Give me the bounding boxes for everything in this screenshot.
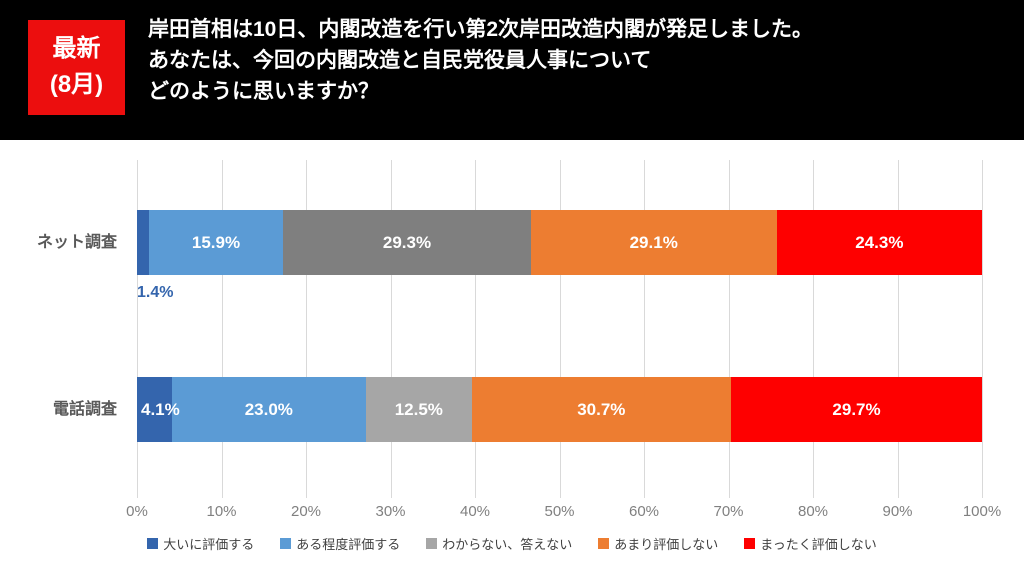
x-axis-tick-label: 20% <box>290 503 322 520</box>
bar-value-label: 15.9% <box>191 233 241 252</box>
category-label: 電話調査 <box>52 401 117 418</box>
legend-swatch <box>744 538 756 549</box>
bar-value-label: 29.7% <box>832 400 881 419</box>
bar-segment <box>471 377 732 442</box>
x-axis-tick-label: 100% <box>962 503 1002 520</box>
gridline <box>306 160 307 498</box>
question-title-line2: あなたは、今回の内閣改造と自民党役員人事について <box>148 49 652 72</box>
bar-value-label: 1.4% <box>137 284 174 301</box>
x-axis-tick-label: 80% <box>797 503 829 520</box>
question-title: 岸田首相は10日、内閣改造を行い第2次岸田改造内閣が発足しました。 あなたは、今… <box>148 14 813 107</box>
gridline <box>475 160 476 498</box>
bar-segment <box>137 377 172 442</box>
x-axis-tick-label: 90% <box>882 503 913 520</box>
x-axis-tick-label: 30% <box>375 503 406 520</box>
bar-segment <box>365 377 472 442</box>
category-label: ネット調査 <box>36 234 117 251</box>
legend-swatch <box>147 538 159 549</box>
x-axis-tick-label: 60% <box>628 503 660 520</box>
bar-value-label: 4.1% <box>141 400 180 419</box>
legend-item: あまり評価しない <box>598 534 718 553</box>
bar-segment <box>731 377 982 442</box>
legend-label: ある程度評価する <box>296 537 401 552</box>
bar-row: 4.1% 23.0% 12.5% 30.7% 29.7% <box>137 377 982 442</box>
latest-badge-line2: (8月) <box>49 71 104 98</box>
bar-value-label: 23.0% <box>244 400 293 419</box>
gridline <box>559 160 561 498</box>
question-title-line1: 岸田首相は10日、内閣改造を行い第2次岸田改造内閣が発足しました。 <box>148 18 814 41</box>
bar-segment <box>148 210 284 275</box>
question-title-line3: どのように思いますか？ <box>148 80 379 103</box>
gridline <box>982 160 983 498</box>
latest-badge: 最新 (8月) <box>28 20 125 115</box>
bar-segment <box>137 210 149 275</box>
legend-label: あまり評価しない <box>614 537 719 552</box>
bar-value-label: 30.7% <box>577 400 626 419</box>
legend-item: 大いに評価する <box>147 534 254 553</box>
x-axis-tick-label: 0% <box>126 503 148 520</box>
bar-value-label: 29.3% <box>382 233 432 252</box>
header-banner: 最新 (8月) 岸田首相は10日、内閣改造を行い第2次岸田改造内閣が発足しました… <box>0 0 1024 140</box>
stacked-bar-chart: 大いに評価する ある程度評価する わからない、答えない あまり評価しない まったく評価し… <box>0 140 1024 575</box>
plot-area <box>137 160 983 498</box>
gridline <box>813 160 814 498</box>
legend-swatch <box>598 538 610 549</box>
legend-swatch <box>426 538 438 549</box>
legend-item: わからない、答えない <box>426 534 572 553</box>
bar-segment <box>171 377 366 442</box>
x-axis-tick-label: 70% <box>713 503 744 520</box>
legend-item: まったく評価しない <box>744 534 877 553</box>
bar-row: 1.4% 15.9% 29.3% 29.1% 24.3% <box>137 210 982 301</box>
legend-label: 大いに評価する <box>163 537 255 552</box>
chart-legend: 大いに評価する ある程度評価する わからない、答えない あまり評価しない まったく評価し… <box>0 534 1024 553</box>
x-axis-tick-label: 50% <box>544 503 575 520</box>
gridline <box>221 160 223 498</box>
bar-segment <box>283 210 531 275</box>
legend-item: ある程度評価する <box>280 534 400 553</box>
gridline <box>137 160 138 498</box>
latest-badge-line1: 最新 <box>52 35 101 62</box>
bar-segment <box>776 210 982 275</box>
gridline <box>644 160 645 498</box>
bar-value-label: 29.1% <box>629 233 678 252</box>
bar-segment <box>530 210 777 275</box>
gridline <box>728 160 730 498</box>
legend-label: まったく評価しない <box>760 537 877 552</box>
bar-value-label: 12.5% <box>394 400 443 419</box>
legend-label: わからない、答えない <box>442 537 573 552</box>
bar-value-label: 24.3% <box>855 233 904 252</box>
legend-swatch <box>280 538 292 549</box>
x-axis-tick-label: 10% <box>206 503 237 520</box>
x-axis-tick-label: 40% <box>459 503 491 520</box>
gridline <box>390 160 392 498</box>
gridline <box>897 160 899 498</box>
